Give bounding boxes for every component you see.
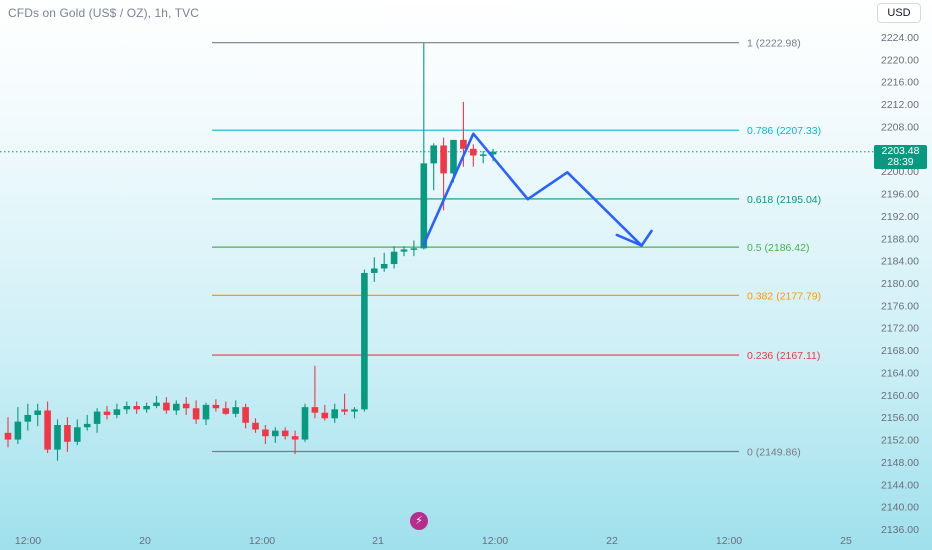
candle-body: [291, 436, 299, 440]
candle-body: [430, 145, 437, 164]
x-tick-label: 12:00: [716, 535, 742, 547]
candle-body: [202, 404, 210, 420]
candle-body: [113, 409, 121, 415]
chart-title: CFDs on Gold (US$ / OZ), 1h, TVC: [8, 6, 200, 20]
y-tick-label: 2220.00: [881, 54, 919, 66]
candle-body: [361, 272, 368, 410]
fib-level-label: 0 (2149.86): [747, 447, 801, 459]
candle-body: [83, 423, 91, 428]
candle-body: [153, 402, 160, 407]
candle-body: [14, 421, 22, 440]
y-tick-label: 2152.00: [881, 435, 919, 447]
candle-body: [54, 425, 61, 450]
candle-body: [232, 407, 239, 414]
candle-body: [44, 410, 51, 450]
y-tick-label: 2196.00: [881, 189, 919, 201]
y-tick-label: 2212.00: [881, 99, 919, 111]
projection-path: [422, 132, 643, 247]
candle-body: [351, 409, 358, 412]
candle-body: [222, 408, 230, 414]
candle-body: [163, 402, 170, 411]
x-tick-label: 12:00: [482, 535, 508, 547]
candle-body: [74, 427, 81, 442]
candle-body: [450, 139, 457, 174]
currency-button[interactable]: USD: [877, 3, 921, 23]
candle-body: [24, 414, 32, 422]
x-tick-label: 25: [840, 535, 852, 547]
x-tick-label: 12:00: [15, 535, 41, 547]
y-tick-label: 2168.00: [881, 345, 919, 357]
projection-arrowhead: [615, 229, 653, 247]
candle-body: [252, 422, 259, 430]
candle-body: [371, 268, 378, 273]
candle-body: [123, 406, 131, 410]
y-tick-label: 2136.00: [881, 524, 919, 536]
candle-body: [311, 407, 319, 413]
candle-body: [143, 406, 150, 410]
candle-body: [440, 145, 447, 174]
y-tick-label: 2188.00: [881, 233, 919, 245]
candle-body: [460, 139, 467, 149]
candle-body: [212, 404, 220, 409]
y-tick-label: 2176.00: [881, 300, 919, 312]
y-tick-label: 2208.00: [881, 121, 919, 133]
candle-body: [479, 154, 487, 156]
bar-countdown: 28:39: [887, 156, 914, 168]
y-tick-label: 2140.00: [881, 502, 919, 514]
candle-body: [262, 429, 269, 437]
candle-body: [64, 425, 71, 442]
candle-body: [272, 430, 279, 437]
flash-icon[interactable]: ⚡: [410, 512, 428, 530]
y-tick-label: 2216.00: [881, 77, 919, 89]
x-tick-label: 22: [606, 535, 618, 547]
x-tick-label: 20: [139, 535, 151, 547]
y-tick-label: 2192.00: [881, 211, 919, 223]
y-tick-label: 2164.00: [881, 367, 919, 379]
last-price-badge: 2203.48 28:39: [874, 145, 927, 169]
y-tick-label: 2156.00: [881, 412, 919, 424]
fib-level-label: 0.5 (2186.42): [747, 242, 809, 254]
candle-body: [470, 148, 477, 156]
candle-body: [400, 249, 408, 252]
candle-body: [173, 403, 180, 411]
y-tick-label: 2144.00: [881, 479, 919, 491]
last-price-value: 2203.48: [881, 145, 920, 157]
y-tick-label: 2200.00: [881, 166, 919, 178]
candle-body: [242, 407, 249, 423]
candle-body: [380, 263, 388, 269]
candle-body: [331, 409, 338, 419]
candle-body: [420, 163, 428, 249]
candle-body: [93, 411, 101, 424]
candle-body: [390, 251, 398, 264]
y-tick-label: 2160.00: [881, 390, 919, 402]
y-tick-label: 2224.00: [881, 32, 919, 44]
candle-body: [281, 430, 289, 437]
fib-level-label: 0.786 (2207.33): [747, 125, 821, 137]
fib-level-label: 1 (2222.98): [747, 38, 801, 50]
candle-body: [103, 411, 111, 415]
y-tick-label: 2148.00: [881, 457, 919, 469]
x-tick-label: 21: [372, 535, 384, 547]
candle-body: [489, 151, 497, 155]
fib-level-label: 0.382 (2177.79): [747, 290, 821, 302]
x-tick-label: 12:00: [249, 535, 275, 547]
candle-body: [301, 407, 309, 440]
candle-body: [133, 406, 140, 410]
y-tick-label: 2180.00: [881, 278, 919, 290]
candle-body: [192, 408, 200, 420]
y-tick-label: 2184.00: [881, 256, 919, 268]
fib-level-label: 0.236 (2167.11): [747, 350, 820, 362]
candle-body: [182, 403, 190, 409]
y-tick-label: 2172.00: [881, 323, 919, 335]
candle-body: [321, 412, 329, 419]
candle-body: [4, 432, 12, 440]
candle-body: [341, 409, 348, 412]
candle-body: [34, 410, 41, 415]
fib-level-label: 0.618 (2195.04): [747, 194, 821, 206]
candle-body: [410, 248, 418, 250]
